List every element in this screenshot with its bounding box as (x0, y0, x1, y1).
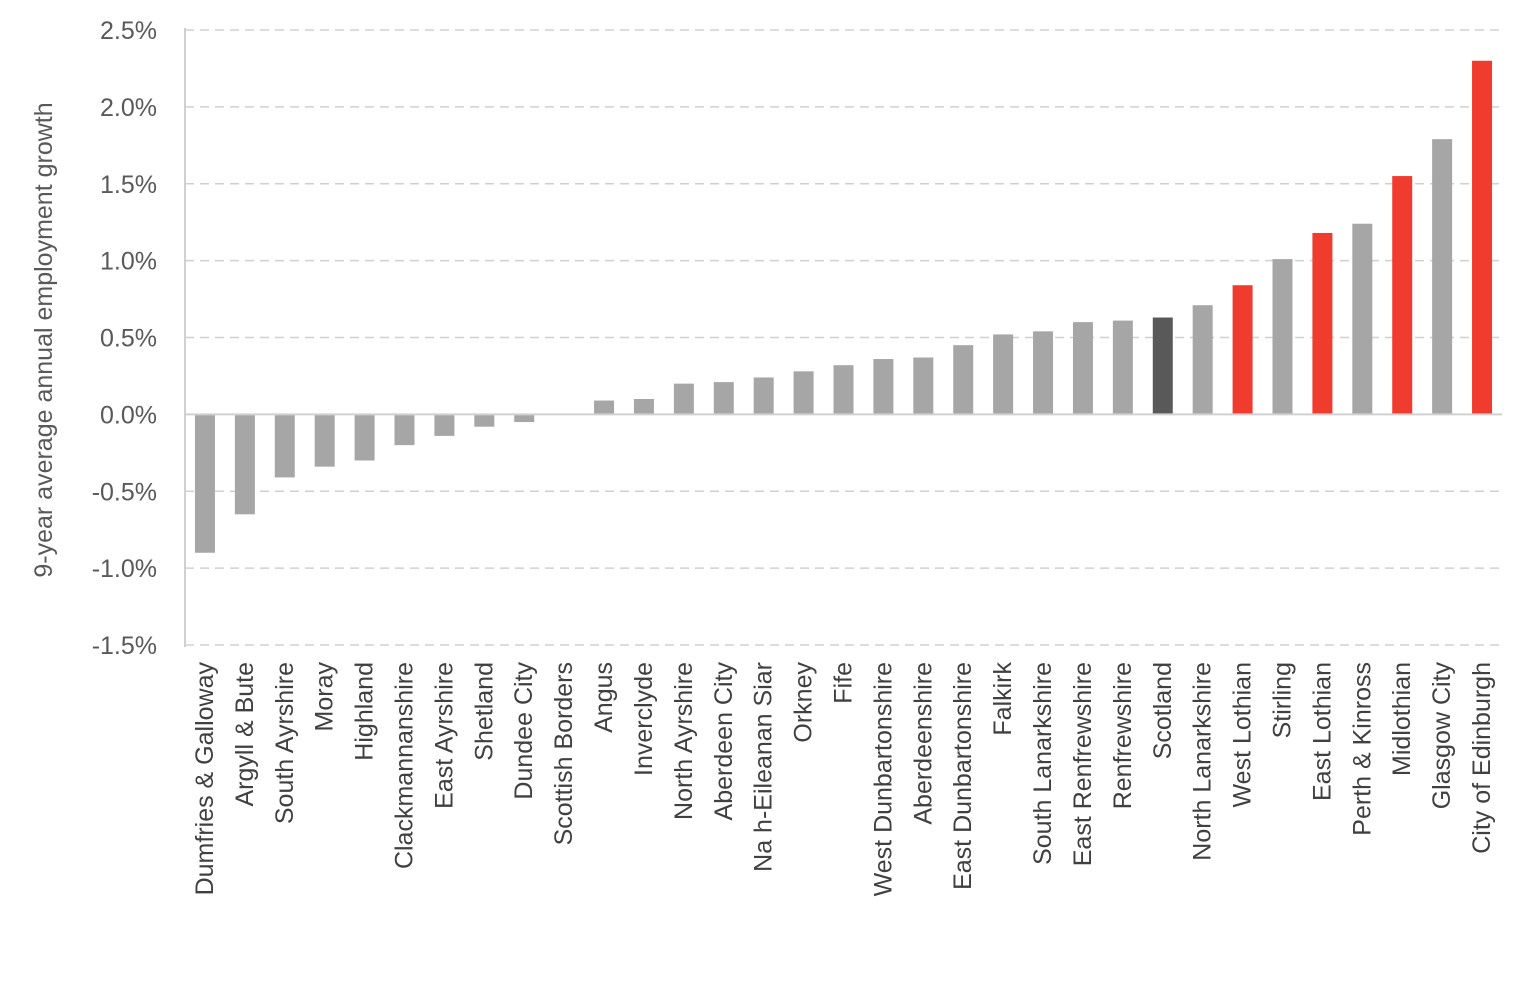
bar-dundee-city (514, 414, 535, 423)
category-label: Inverclyde (630, 662, 658, 776)
y-axis-ticks: -1.5% -1.0% -0.5% 0.0% 0.5% 1.0% 1.5% 2.0% 2.5% (92, 17, 157, 660)
category-label: South Ayrshire (271, 662, 299, 824)
category-label: Moray (311, 662, 339, 732)
bar-west-lothian (1232, 285, 1253, 415)
category-label: Orkney (790, 662, 818, 743)
bar-inverclyde (633, 399, 654, 415)
category-label: West Lothian (1229, 662, 1257, 807)
bar-na-h-eileanan-siar (753, 377, 774, 415)
category-label: East Dunbartonshire (949, 662, 977, 890)
bar-east-renfrewshire (1072, 322, 1093, 415)
bar-west-dunbartonshire (873, 359, 894, 415)
y-tick-label: 1.0% (100, 248, 157, 276)
y-tick-label: -0.5% (92, 478, 157, 506)
category-label: South Lanarkshire (1029, 662, 1057, 865)
bar-highland (354, 414, 375, 461)
category-label: Aberdeen City (710, 662, 738, 821)
category-label: Stirling (1269, 662, 1297, 738)
y-tick-label: 0.5% (100, 325, 157, 353)
y-tick-label: 2.5% (100, 17, 157, 45)
bar-moray (314, 414, 335, 467)
category-label: Glasgow City (1428, 662, 1456, 810)
category-label: Aberdeenshire (909, 662, 937, 825)
bar-dumfries-galloway (194, 414, 215, 553)
bar-fife (833, 365, 854, 415)
category-label: Argyll & Bute (231, 662, 259, 807)
axes (184, 28, 1502, 647)
bar-north-lanarkshire (1192, 305, 1213, 415)
bars (194, 60, 1493, 553)
category-label: Dundee City (510, 662, 538, 800)
category-label: Falkirk (989, 662, 1017, 736)
bar-east-dunbartonshire (953, 345, 974, 415)
category-labels: Dumfries & Galloway Argyll & Bute South Ay… (191, 662, 1496, 897)
bar-aberdeenshire (913, 357, 934, 415)
bar-stirling (1272, 259, 1293, 415)
bar-aberdeen-city (713, 382, 734, 415)
category-label: Fife (830, 662, 858, 704)
category-label: Dumfries & Galloway (191, 662, 219, 896)
bar-east-lothian (1312, 232, 1333, 415)
category-label: Shetland (470, 662, 498, 761)
bar-north-ayrshire (673, 383, 694, 415)
category-label: Clackmannanshire (391, 662, 419, 869)
category-label: East Ayrshire (430, 662, 458, 809)
bar-falkirk (993, 334, 1014, 415)
bar-orkney (793, 371, 814, 415)
category-label: Angus (590, 662, 618, 733)
category-label: East Lothian (1308, 662, 1336, 801)
y-tick-label: 0.0% (100, 401, 157, 429)
gridlines (185, 29, 1502, 646)
y-tick-label: 1.5% (100, 171, 157, 199)
category-label: Renfrewshire (1109, 662, 1137, 809)
category-label: Scottish Borders (550, 662, 578, 845)
bar-south-lanarkshire (1033, 331, 1054, 415)
bar-clackmannanshire (394, 414, 415, 446)
bar-glasgow-city (1432, 139, 1453, 415)
category-label: Highland (351, 662, 379, 761)
y-tick-label: -1.0% (92, 555, 157, 583)
category-label: North Lanarkshire (1189, 662, 1217, 861)
y-axis-title: 9-year average annual employment growth (30, 102, 58, 577)
bar-south-ayrshire (274, 414, 295, 478)
bar-scotland (1152, 317, 1173, 415)
bar-renfrewshire (1112, 320, 1133, 415)
category-label: Scotland (1149, 662, 1177, 759)
bar-angus (594, 400, 615, 415)
category-label: West Dunbartonshire (869, 662, 897, 896)
bar-east-ayrshire (434, 414, 455, 436)
category-label: North Ayrshire (670, 662, 698, 820)
category-label: East Renfrewshire (1069, 662, 1097, 866)
y-tick-label: -1.5% (92, 632, 157, 660)
bar-shetland (474, 414, 495, 427)
category-label: City of Edinburgh (1468, 662, 1496, 854)
category-label: Midlothian (1388, 662, 1416, 776)
category-label: Na h-Eileanan Siar (750, 662, 778, 872)
bar-perth-kinross (1352, 223, 1373, 415)
bar-city-of-edinburgh (1472, 60, 1493, 415)
y-tick-label: 2.0% (100, 94, 157, 122)
category-label: Perth & Kinross (1348, 662, 1376, 836)
bar-argyll-bute (234, 414, 255, 515)
bar-midlothian (1392, 176, 1413, 415)
